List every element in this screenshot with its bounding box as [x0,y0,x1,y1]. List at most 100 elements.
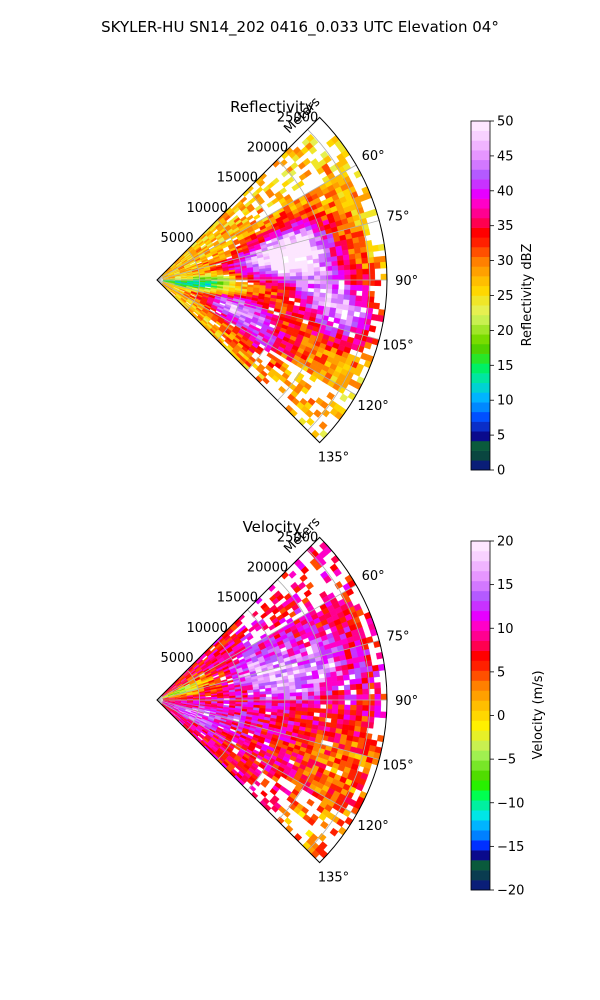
field-cell [313,686,321,693]
field-cell [247,689,254,694]
field-cell [294,297,302,303]
field-cell [247,274,255,278]
colorbar-swatch [471,750,490,761]
angle-tick-label: 105° [382,339,413,354]
angle-tick-label: 75° [386,209,409,224]
field-cell [303,589,312,598]
colorbar-swatch [471,382,490,393]
field-cell [332,279,339,286]
radial-tick-label: 5000 [161,231,194,246]
field-cell [329,827,339,837]
field-cell [343,684,351,691]
field-cell [301,683,309,689]
field-cell [307,271,315,277]
field-cell [303,169,312,178]
colorbar-swatch [471,670,490,681]
field-cell [271,270,279,275]
field-cell [348,248,356,255]
field-cell [349,294,357,302]
field-cell [271,690,279,695]
field-cell [313,682,321,688]
field-cell [265,690,273,695]
field-cell [301,691,309,697]
field-cell [278,385,287,394]
field-cell [337,680,345,687]
field-cell [372,670,380,678]
field-cell [277,696,285,701]
field-cell [295,272,303,277]
field-cell [379,255,387,263]
field-cell [331,288,339,295]
field-cell [295,684,303,690]
field-cell [354,720,362,728]
colorbar-swatch [471,800,490,811]
field-cell [295,703,303,708]
field-cell [371,244,380,252]
field-cell [336,255,344,262]
field-cell [355,263,363,270]
field-cell [355,258,363,265]
field-cell [319,262,327,268]
field-cell [339,393,349,403]
field-cell [319,712,327,718]
colorbar-tick-label: −5 [497,753,516,768]
field-cell [251,610,259,618]
field-cell [301,267,309,273]
field-cell [295,283,303,288]
colorbar-swatch [471,790,490,801]
field-cell [310,429,320,439]
field-cell [258,685,266,690]
field-cell [174,278,182,280]
field-cell [373,256,381,264]
field-cell [344,694,351,701]
field-cell [289,272,297,277]
field-cell [332,704,339,710]
field-cell [253,694,261,698]
colorbar-swatch [471,810,490,821]
colorbar-swatch [471,650,490,661]
field-cell [289,268,297,274]
field-cell [361,715,369,723]
field-cell [222,272,230,276]
field-cell [265,282,273,287]
colorbar-tick-label: 10 [497,394,514,409]
field-cell [288,570,297,579]
field-cell [350,699,357,706]
field-cell [318,257,326,264]
field-cell [361,257,369,265]
field-cell [296,180,305,188]
field-cell [374,688,382,695]
velocity-panel: Velocity 60°75°90°105°120°135°5000100001… [156,514,546,899]
field-cell [354,667,362,675]
field-cell [247,694,255,698]
field-cell [331,685,339,692]
field-cell [337,265,345,271]
field-cell [313,266,321,273]
reflectivity-title: Reflectivity [230,98,314,116]
field-cell [349,684,357,691]
colorbar-swatch [471,550,490,562]
field-cell [356,704,363,712]
colorbar-tick-label: 30 [497,254,514,269]
field-cell [356,688,363,696]
field-cell [277,693,285,698]
field-cell [271,273,279,278]
field-cell [374,693,382,701]
colorbar-swatch [471,880,490,891]
field-cell [331,260,339,267]
field-cell [301,687,309,693]
colorbar-swatch [471,411,490,422]
colorbar-swatch [471,295,490,306]
field-cell [289,279,297,284]
field-cell [344,279,351,286]
field-cell [356,694,364,701]
field-cell [253,277,261,281]
colorbar-swatch [471,700,490,711]
field-cell [317,668,325,675]
field-cells [161,133,388,439]
field-cell [356,268,363,276]
field-cell [349,264,357,271]
field-cell [337,709,345,715]
field-cell [362,699,369,706]
velocity-colorbar-label: Velocity (m/s) [531,670,546,759]
